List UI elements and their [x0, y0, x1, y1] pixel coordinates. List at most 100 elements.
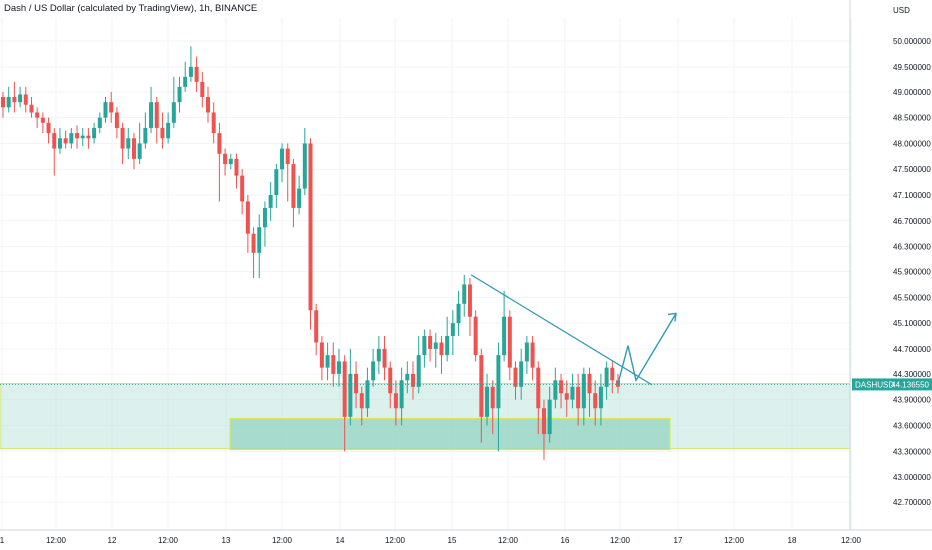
candle-body[interactable] [291, 164, 296, 208]
candle-body[interactable] [126, 138, 131, 149]
candle-body[interactable] [530, 342, 535, 368]
candle-body[interactable] [570, 386, 575, 400]
candle-body[interactable] [485, 386, 490, 417]
candle-body[interactable] [547, 399, 552, 435]
candle-body[interactable] [52, 133, 57, 149]
candle-body[interactable] [490, 386, 495, 409]
candle-body[interactable] [593, 393, 598, 409]
candle-body[interactable] [331, 355, 336, 374]
candle-body[interactable] [131, 138, 136, 159]
candle-body[interactable] [354, 373, 359, 394]
candle-body[interactable] [166, 122, 171, 139]
candle-body[interactable] [228, 158, 233, 165]
candle-body[interactable] [109, 102, 114, 113]
candle-body[interactable] [473, 316, 478, 356]
candle-body[interactable] [177, 86, 182, 103]
candle-body[interactable] [604, 367, 609, 387]
candle-body[interactable] [524, 342, 529, 362]
candle-body[interactable] [371, 361, 376, 381]
candle-body[interactable] [280, 148, 285, 170]
candle-body[interactable] [97, 117, 102, 128]
candle-body[interactable] [576, 386, 581, 409]
candle-body[interactable] [120, 127, 125, 149]
candle-body[interactable] [581, 373, 586, 409]
candle-body[interactable] [285, 148, 290, 165]
candle-body[interactable] [268, 195, 273, 208]
candle-body[interactable] [63, 138, 68, 144]
candle-body[interactable] [137, 143, 142, 159]
candle-body[interactable] [92, 127, 97, 139]
candle-body[interactable] [325, 355, 330, 368]
candle-body[interactable] [149, 102, 154, 128]
candle-body[interactable] [610, 367, 615, 381]
candle-body[interactable] [467, 284, 472, 317]
candle-body[interactable] [12, 97, 17, 103]
candle-body[interactable] [206, 97, 210, 113]
candle-body[interactable] [114, 112, 119, 128]
candle-body[interactable] [405, 373, 410, 381]
candle-body[interactable] [513, 367, 518, 387]
candle-body[interactable] [75, 133, 80, 139]
candle-body[interactable] [564, 393, 569, 400]
candle-body[interactable] [251, 233, 256, 253]
candle-body[interactable] [308, 143, 313, 311]
candle-body[interactable] [336, 361, 341, 374]
candle-body[interactable] [393, 393, 398, 409]
candle-body[interactable] [479, 355, 484, 417]
candle-body[interactable] [439, 342, 444, 356]
candle-body[interactable] [422, 336, 427, 356]
candle-body[interactable] [183, 76, 188, 87]
candle-body[interactable] [35, 112, 40, 118]
candle-body[interactable] [234, 158, 239, 176]
candle-body[interactable] [456, 303, 461, 324]
candle-body[interactable] [462, 284, 467, 304]
candle-body[interactable] [40, 117, 45, 123]
candle-body[interactable] [188, 66, 193, 77]
candle-body[interactable] [496, 355, 501, 409]
candle-body[interactable] [388, 367, 393, 394]
candle-body[interactable] [536, 367, 541, 409]
candle-body[interactable] [245, 201, 250, 234]
candle-body[interactable] [342, 361, 347, 417]
candle-body[interactable] [598, 386, 603, 409]
candle-body[interactable] [194, 66, 199, 82]
candle-body[interactable] [382, 348, 387, 368]
candle-body[interactable] [450, 323, 455, 337]
candle-body[interactable] [211, 112, 216, 134]
candle-body[interactable] [365, 380, 370, 409]
candle-body[interactable] [359, 393, 364, 409]
candle-body[interactable] [411, 373, 415, 387]
candle-body[interactable] [29, 104, 34, 113]
candle-body[interactable] [6, 97, 11, 108]
candle-body[interactable] [302, 143, 307, 189]
candle-body[interactable] [257, 227, 262, 253]
candle-body[interactable] [143, 127, 148, 144]
candle-body[interactable] [274, 169, 279, 196]
candle-body[interactable] [154, 102, 159, 128]
candle-body[interactable] [18, 94, 23, 103]
candle-body[interactable] [348, 373, 353, 417]
candle-body[interactable] [399, 380, 404, 409]
candle-body[interactable] [559, 380, 564, 394]
candle-body[interactable] [46, 122, 51, 134]
candle-body[interactable] [553, 380, 558, 400]
candle-body[interactable] [433, 342, 438, 349]
candle-body[interactable] [314, 310, 319, 343]
candle-body[interactable] [223, 153, 228, 165]
candle-body[interactable] [428, 336, 433, 349]
candle-body[interactable] [541, 408, 546, 435]
candle-body[interactable] [416, 355, 421, 387]
candle-body[interactable] [200, 81, 205, 98]
candle-body[interactable] [445, 336, 450, 356]
candle-body[interactable] [376, 348, 381, 362]
candle-body[interactable] [240, 175, 245, 202]
candle-body[interactable] [297, 188, 302, 208]
candle-body[interactable] [1, 97, 5, 108]
candle-body[interactable] [103, 102, 108, 118]
candle-body[interactable] [160, 127, 165, 139]
candle-body[interactable] [519, 361, 524, 387]
candle-body[interactable] [171, 102, 176, 123]
candle-body[interactable] [217, 133, 222, 154]
candle-body[interactable] [57, 138, 62, 149]
